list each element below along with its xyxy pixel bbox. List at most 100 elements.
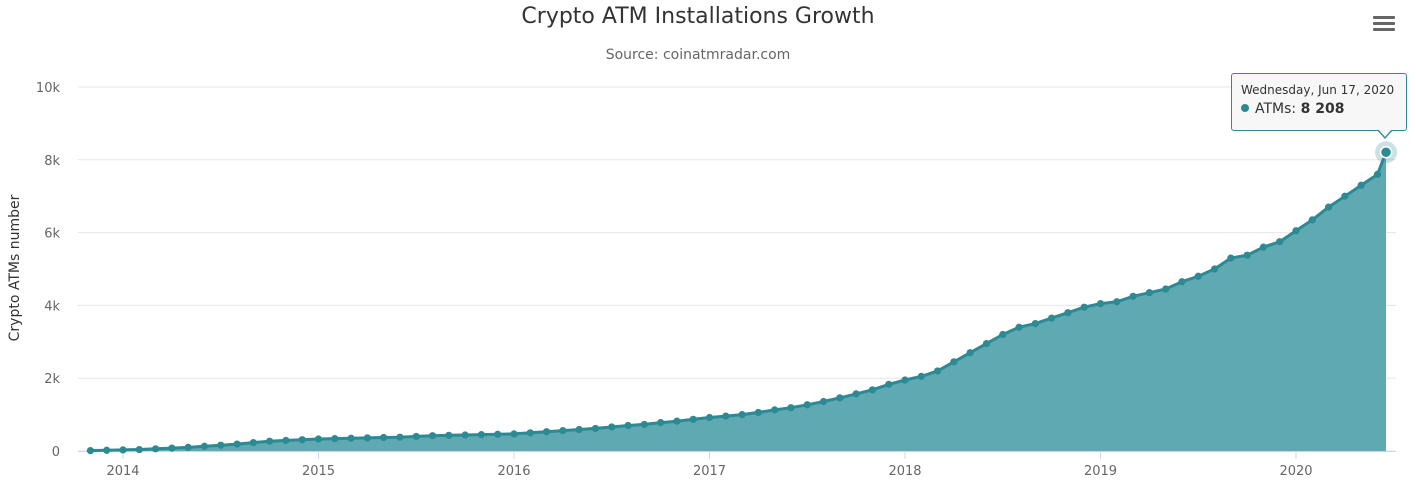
data-point[interactable] xyxy=(314,435,323,443)
series-atms[interactable] xyxy=(86,151,1388,455)
data-point[interactable] xyxy=(249,439,257,447)
data-point[interactable] xyxy=(428,432,437,440)
highlight-point[interactable] xyxy=(1379,145,1393,159)
x-axis: 2014 2015 2016 2017 2018 2019 2020 xyxy=(78,451,1396,479)
data-point[interactable] xyxy=(575,425,583,434)
tooltip-date: Wednesday, Jun 17, 2020 xyxy=(1241,83,1395,97)
data-point[interactable] xyxy=(347,434,355,442)
data-point[interactable] xyxy=(885,380,893,388)
hamburger-menu-icon[interactable] xyxy=(1372,14,1396,36)
data-point[interactable] xyxy=(412,432,420,441)
data-point[interactable] xyxy=(363,434,371,442)
data-point[interactable] xyxy=(380,433,388,442)
data-point[interactable] xyxy=(1276,238,1284,246)
data-point[interactable] xyxy=(803,401,811,409)
data-point[interactable] xyxy=(526,429,534,437)
data-point[interactable] xyxy=(1162,285,1170,293)
data-point[interactable] xyxy=(1096,299,1105,308)
data-point[interactable] xyxy=(1243,251,1251,259)
data-point[interactable] xyxy=(477,431,486,439)
y-tick-label: 2k xyxy=(44,372,60,387)
data-point[interactable] xyxy=(966,349,974,357)
data-point[interactable] xyxy=(787,404,795,412)
data-point[interactable] xyxy=(1145,289,1153,297)
data-point[interactable] xyxy=(982,340,991,348)
data-point[interactable] xyxy=(396,433,404,441)
data-point[interactable] xyxy=(542,428,551,436)
data-point[interactable] xyxy=(1194,272,1202,280)
data-point[interactable] xyxy=(836,394,844,402)
data-point[interactable] xyxy=(917,372,925,380)
tooltip: Wednesday, Jun 17, 2020 ATMs: 8 208 xyxy=(1231,73,1407,139)
data-point[interactable] xyxy=(135,445,143,454)
data-point[interactable] xyxy=(1031,320,1039,328)
data-point[interactable] xyxy=(266,437,274,445)
data-point[interactable] xyxy=(445,431,453,439)
data-point[interactable] xyxy=(1373,170,1382,178)
data-point[interactable] xyxy=(1341,192,1349,200)
data-point[interactable] xyxy=(200,442,209,450)
x-tick-label: 2019 xyxy=(1084,464,1117,479)
data-point[interactable] xyxy=(494,430,502,438)
y-tick-label: 6k xyxy=(44,227,60,242)
data-point[interactable] xyxy=(282,436,290,445)
data-point[interactable] xyxy=(689,415,697,423)
y-axis-ticks: 0 2k 4k 6k 8k 10k xyxy=(36,81,61,460)
data-point[interactable] xyxy=(1113,298,1121,306)
data-point[interactable] xyxy=(1178,278,1186,286)
data-point[interactable] xyxy=(640,420,648,429)
data-point[interactable] xyxy=(1080,303,1088,311)
data-point[interactable] xyxy=(233,440,241,448)
data-point[interactable] xyxy=(754,408,762,417)
data-point[interactable] xyxy=(168,444,176,452)
data-point[interactable] xyxy=(591,424,600,433)
x-tick-label: 2015 xyxy=(302,464,335,479)
data-point[interactable] xyxy=(1292,227,1300,235)
data-point[interactable] xyxy=(461,431,469,439)
series-area xyxy=(90,152,1386,451)
data-point[interactable] xyxy=(298,436,306,444)
data-point[interactable] xyxy=(151,445,160,453)
x-tick-label: 2020 xyxy=(1279,464,1312,479)
data-point[interactable] xyxy=(1129,292,1137,300)
data-point[interactable] xyxy=(1227,254,1235,262)
chart-title: Crypto ATM Installations Growth xyxy=(521,4,875,29)
data-point[interactable] xyxy=(722,412,730,420)
data-point[interactable] xyxy=(103,446,111,454)
data-point[interactable] xyxy=(331,435,339,443)
highlight-marker[interactable] xyxy=(1375,141,1398,164)
data-point[interactable] xyxy=(1048,314,1056,322)
data-point[interactable] xyxy=(933,367,942,375)
y-tick-label: 0 xyxy=(52,445,60,460)
data-point[interactable] xyxy=(1064,309,1072,317)
data-point[interactable] xyxy=(608,423,616,431)
data-point[interactable] xyxy=(86,447,95,455)
data-point[interactable] xyxy=(510,430,518,438)
data-point[interactable] xyxy=(950,358,958,366)
data-point[interactable] xyxy=(1015,323,1023,331)
data-point[interactable] xyxy=(1308,216,1316,224)
data-point[interactable] xyxy=(184,443,192,451)
data-point[interactable] xyxy=(119,446,127,454)
tooltip-value: 8 208 xyxy=(1300,101,1345,117)
data-point[interactable] xyxy=(868,386,877,394)
data-point[interactable] xyxy=(1259,243,1268,251)
data-point[interactable] xyxy=(852,390,860,398)
tooltip-value-row: ATMs: 8 208 xyxy=(1241,101,1406,117)
data-point[interactable] xyxy=(559,427,567,435)
data-point[interactable] xyxy=(738,411,746,419)
data-point[interactable] xyxy=(819,397,828,406)
data-point[interactable] xyxy=(1357,181,1365,189)
data-point[interactable] xyxy=(624,421,632,430)
data-point[interactable] xyxy=(1210,265,1219,273)
x-tick-label: 2014 xyxy=(106,464,139,479)
data-point[interactable] xyxy=(673,417,681,425)
data-point[interactable] xyxy=(705,413,714,422)
data-point[interactable] xyxy=(657,419,665,427)
data-point[interactable] xyxy=(771,406,779,414)
data-point[interactable] xyxy=(901,376,909,384)
data-point[interactable] xyxy=(1324,203,1333,211)
data-point[interactable] xyxy=(217,441,225,449)
data-point[interactable] xyxy=(999,330,1007,339)
